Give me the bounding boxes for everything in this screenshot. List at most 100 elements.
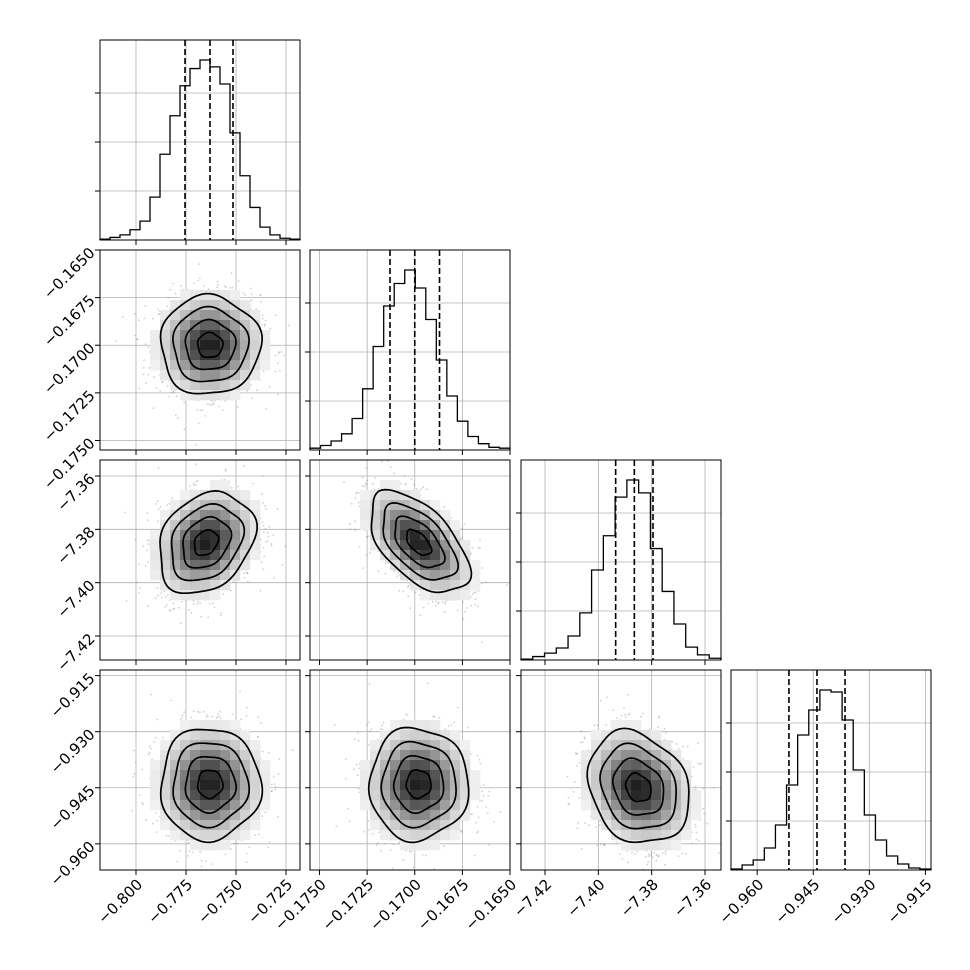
contour-line — [170, 503, 246, 582]
scatter-point — [377, 570, 380, 573]
scatter-point — [274, 788, 277, 791]
density-cell — [220, 500, 231, 511]
contour-line — [193, 528, 220, 557]
scatter-point — [262, 370, 265, 372]
density-cell — [591, 750, 602, 761]
density-cell — [250, 820, 261, 831]
x-tick-label: −0.800 — [94, 876, 146, 928]
scatter-point — [217, 283, 219, 286]
density-cell — [190, 350, 201, 361]
scatter-point — [246, 580, 249, 583]
histogram-step-2 — [520, 479, 722, 660]
density-cell — [190, 390, 201, 401]
scatter-point — [403, 474, 406, 477]
density-cell — [641, 730, 652, 741]
density-cell — [440, 830, 451, 841]
density-cell — [190, 770, 201, 781]
scatter-point — [499, 811, 502, 813]
density-cell — [170, 810, 181, 821]
scatter-point — [288, 324, 290, 327]
scatter-point — [624, 714, 627, 716]
density-cell — [220, 480, 231, 491]
density-cell — [240, 330, 251, 341]
density-cell — [210, 580, 221, 591]
density-cell — [651, 800, 662, 811]
scatter-point — [237, 485, 239, 488]
scatter-point — [364, 482, 367, 485]
density-cell — [170, 330, 181, 341]
density-cell — [430, 510, 441, 521]
density-cell — [430, 750, 441, 761]
scatter-point — [671, 740, 673, 743]
density-cell — [450, 830, 461, 841]
density-cell — [601, 750, 612, 761]
scatter-point — [260, 722, 262, 724]
scatter-point — [626, 850, 629, 852]
scatter-point — [262, 546, 264, 549]
histogram-1-axes — [305, 250, 511, 455]
density-shading — [581, 720, 702, 851]
scatter-point — [476, 754, 479, 757]
contour-line — [159, 728, 264, 844]
density-cell — [631, 770, 642, 781]
density-cell — [160, 510, 171, 521]
scatter-point — [192, 603, 195, 606]
density-cell — [631, 790, 642, 801]
scatter-point — [365, 535, 368, 538]
scatter-point — [278, 758, 281, 760]
density-cell — [611, 810, 622, 821]
scatter-point — [664, 863, 666, 866]
density-shading — [150, 720, 271, 851]
scatter-point — [273, 783, 276, 785]
density-cell — [440, 510, 451, 521]
density-cell — [621, 810, 632, 821]
scatter-point — [276, 508, 279, 510]
density-cell — [200, 290, 211, 301]
density-cell — [440, 520, 451, 531]
scatter-point — [356, 491, 359, 494]
density-cell — [160, 530, 171, 541]
density-cell — [611, 830, 622, 841]
scatter-point — [207, 616, 210, 619]
density-cell — [230, 770, 241, 781]
scatter-point — [443, 506, 446, 509]
scatter-point — [580, 741, 582, 744]
density-cell — [210, 360, 221, 371]
density-cell — [160, 580, 171, 591]
scatter-point — [369, 552, 372, 554]
density-cell — [240, 790, 251, 801]
density-cell — [430, 530, 441, 541]
density-cell — [651, 760, 662, 771]
scatter-point — [160, 592, 163, 594]
density-cell — [420, 580, 431, 591]
density-cell — [150, 760, 161, 771]
scatter-point — [246, 390, 249, 392]
density-cell — [190, 380, 201, 391]
density-cell — [180, 380, 191, 391]
scatter-point — [407, 585, 410, 587]
scatter-point — [144, 304, 147, 307]
density-cell — [651, 730, 662, 741]
density-cell — [430, 800, 441, 811]
scatter-point — [580, 847, 583, 850]
density-cell — [190, 530, 201, 541]
density-cell — [420, 810, 431, 821]
scatter-point — [149, 745, 151, 748]
density-cell — [400, 530, 411, 541]
scatter-point — [603, 843, 606, 846]
density-cell — [180, 300, 191, 311]
density-cell — [230, 350, 241, 361]
scatter-point — [151, 822, 154, 825]
scatter-point — [479, 800, 481, 802]
density-cell — [420, 770, 431, 781]
density-cell — [470, 570, 481, 581]
joint-panel-2-3-frame — [520, 669, 722, 871]
histogram-3-axes — [726, 670, 932, 875]
density-cell — [661, 770, 672, 781]
density-cell — [190, 310, 201, 321]
scatter-point — [375, 844, 378, 847]
scatter-point — [196, 479, 199, 482]
density-cell — [230, 810, 241, 821]
scatter-point — [250, 293, 253, 296]
density-cell — [200, 840, 211, 851]
